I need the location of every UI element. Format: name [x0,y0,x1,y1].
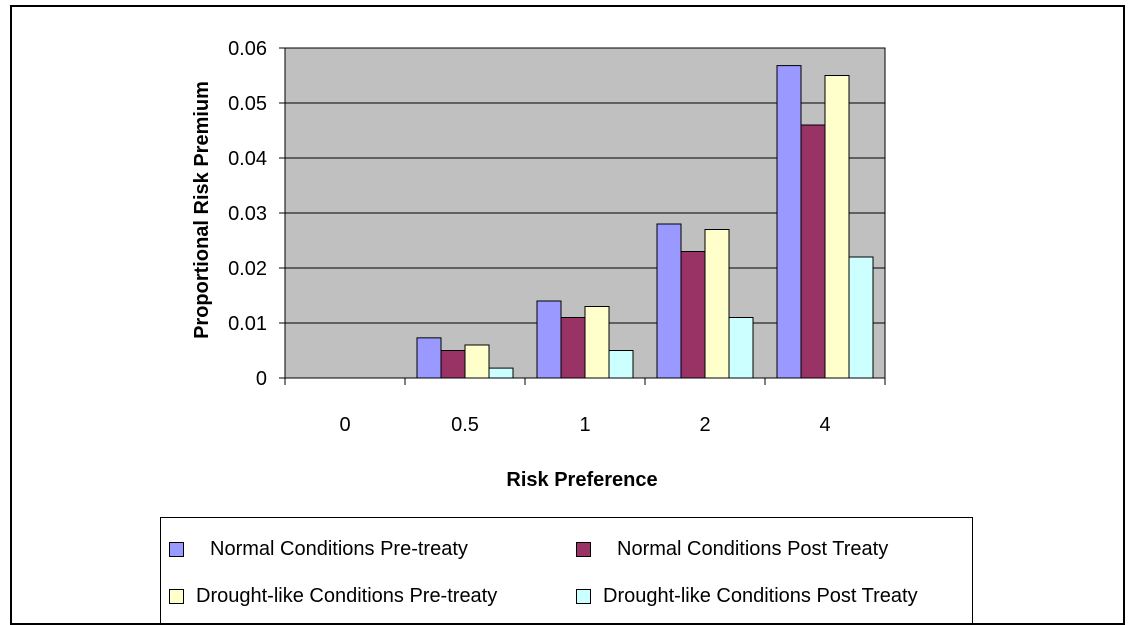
legend-item-normal-post: Normal Conditions Post Treaty [576,534,888,564]
x-tick-label: 0 [339,414,350,436]
legend-item-drought-post: Drought-like Conditions Post Treaty [576,581,918,611]
x-tick-label: 2 [699,414,710,436]
bar [704,229,730,379]
bar [728,317,754,379]
bar [824,75,850,379]
bar [560,317,586,379]
tick-labels: 0 0.01 0.02 0.03 0.04 0.05 0.06 0 0.5 1 2 4 [228,38,831,436]
legend-swatch-normal-pre [169,541,184,557]
x-tick-label: 4 [819,414,830,436]
bar [440,350,466,379]
y-tick-label: 0.02 [228,258,267,280]
legend-swatch-drought-post [576,588,591,604]
legend: Normal Conditions Pre-treaty Normal Cond… [160,517,973,624]
legend-label-normal-pre: Normal Conditions Pre-treaty [210,537,468,560]
bars [416,65,874,379]
y-tick-label: 0 [256,368,267,390]
y-axis-title: Proportional Risk Premium [191,81,213,339]
y-tick-label: 0.06 [228,38,267,60]
bar [848,256,874,379]
y-tick-label: 0.01 [228,313,267,335]
bar [656,223,682,379]
legend-item-normal-pre: Normal Conditions Pre-treaty [169,534,468,564]
legend-label-drought-pre: Drought-like Conditions Pre-treaty [196,584,498,607]
y-tick-label: 0.05 [228,93,267,115]
bar [800,124,826,379]
bar [464,344,490,379]
bar [488,367,514,379]
legend-item-drought-pre: Drought-like Conditions Pre-treaty [169,581,497,611]
bar [680,251,706,379]
bar [584,306,610,379]
legend-label-drought-post: Drought-like Conditions Post Treaty [603,584,918,607]
bar [776,65,802,379]
bar [416,337,442,379]
x-tick-label: 0.5 [451,414,479,436]
y-tick-label: 0.03 [228,203,267,225]
legend-swatch-normal-post [576,541,591,557]
y-tick-label: 0.04 [228,148,267,170]
x-axis-title: Risk Preference [506,469,657,491]
bar [608,350,634,379]
x-tick-label: 1 [579,414,590,436]
legend-label-normal-post: Normal Conditions Post Treaty [617,537,889,560]
bar [536,300,562,379]
legend-swatch-drought-pre [169,588,184,604]
